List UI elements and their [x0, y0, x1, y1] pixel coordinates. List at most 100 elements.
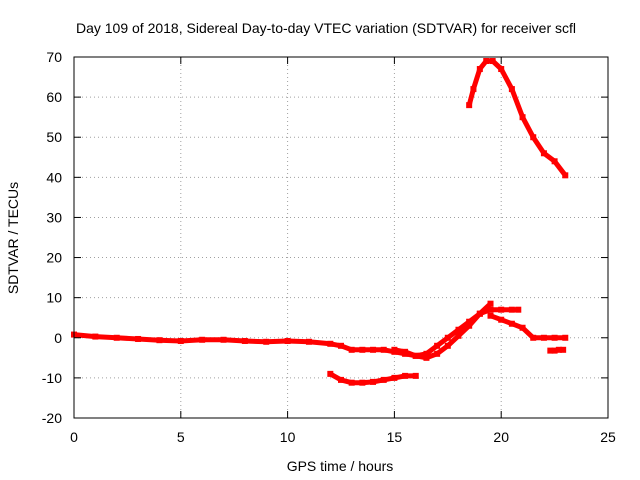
data-point [540, 334, 547, 341]
data-point [498, 306, 505, 313]
data-point [487, 300, 494, 307]
data-point [444, 334, 451, 341]
data-point [508, 306, 515, 313]
series-line-track-upper-branch [391, 301, 493, 361]
data-point [515, 306, 522, 313]
grid-layer [74, 57, 608, 418]
data-point [370, 346, 377, 353]
series-track-low [327, 370, 419, 386]
data-point [498, 316, 505, 323]
data-point [359, 346, 366, 353]
y-tick-label: 0 [54, 330, 62, 346]
series-line-track-high [466, 58, 568, 178]
series-track-main [71, 306, 522, 359]
data-point [423, 350, 430, 357]
data-point [391, 374, 398, 381]
x-axis-label: GPS time / hours [287, 458, 394, 474]
data-point [530, 334, 537, 341]
data-point [220, 336, 227, 343]
data-layer [71, 58, 569, 386]
series-track-high [466, 58, 569, 179]
data-point [487, 312, 494, 319]
data-point [370, 378, 377, 385]
data-point [551, 334, 558, 341]
data-point [412, 372, 419, 379]
x-tick-label: 20 [493, 429, 509, 445]
data-point [263, 338, 270, 345]
data-point [412, 352, 419, 359]
data-point [241, 337, 248, 344]
data-point [489, 58, 496, 65]
y-tick-label: 60 [46, 89, 62, 105]
data-point [487, 306, 494, 313]
x-tick-label: 25 [600, 429, 616, 445]
data-point [540, 150, 547, 157]
data-point [348, 379, 355, 386]
data-point [434, 342, 441, 349]
data-point [466, 318, 473, 325]
data-point [359, 379, 366, 386]
data-point [455, 326, 462, 333]
data-point [444, 342, 451, 349]
data-point [327, 340, 334, 347]
data-point [92, 333, 99, 340]
x-tick-label: 0 [70, 429, 78, 445]
data-point [135, 335, 142, 342]
y-tick-label: -10 [42, 370, 62, 386]
plot-frame [73, 56, 609, 419]
data-point [560, 346, 567, 353]
data-point [338, 376, 344, 383]
data-point [508, 86, 515, 93]
data-point [476, 310, 483, 317]
y-tick-label: 70 [46, 49, 62, 65]
data-point [555, 346, 562, 353]
data-point [423, 354, 430, 361]
data-point [380, 346, 387, 353]
data-point [551, 158, 558, 165]
data-point [466, 102, 473, 109]
data-point [470, 86, 477, 93]
y-tick-label: -20 [42, 410, 62, 426]
data-point [547, 347, 554, 354]
data-point [305, 338, 312, 345]
x-tick-label: 15 [387, 429, 403, 445]
y-tick-label: 50 [46, 129, 62, 145]
data-point [199, 336, 206, 343]
data-point [562, 172, 569, 179]
data-point [177, 337, 184, 344]
data-point [519, 324, 526, 331]
frame-layer [73, 56, 609, 419]
chart-title: Day 109 of 2018, Sidereal Day-to-day VTE… [76, 20, 576, 36]
data-point [402, 372, 409, 379]
series-track-upper-branch [391, 300, 494, 361]
data-point [562, 334, 569, 341]
x-tick-label: 10 [280, 429, 296, 445]
data-point [498, 66, 505, 73]
data-point [476, 66, 483, 73]
data-point [391, 346, 398, 353]
data-point [508, 320, 515, 327]
data-point [519, 114, 526, 121]
x-tick-label: 5 [177, 429, 185, 445]
y-tick-label: 30 [46, 209, 62, 225]
data-point [348, 346, 355, 353]
data-point [455, 332, 462, 339]
data-point [551, 347, 558, 354]
data-point [156, 337, 163, 344]
data-point [380, 376, 387, 383]
series-line-track-main [71, 307, 521, 359]
data-point [284, 337, 291, 344]
data-point [113, 334, 120, 341]
y-tick-label: 40 [46, 169, 62, 185]
series-track-small [547, 346, 567, 354]
y-tick-label: 20 [46, 250, 62, 266]
series-track-decay [487, 312, 569, 341]
label-layer: Day 109 of 2018, Sidereal Day-to-day VTE… [5, 20, 616, 474]
data-point [434, 350, 441, 357]
data-point [338, 342, 344, 349]
data-point [327, 370, 334, 377]
y-tick-label: 10 [46, 290, 62, 306]
data-point [483, 58, 490, 65]
